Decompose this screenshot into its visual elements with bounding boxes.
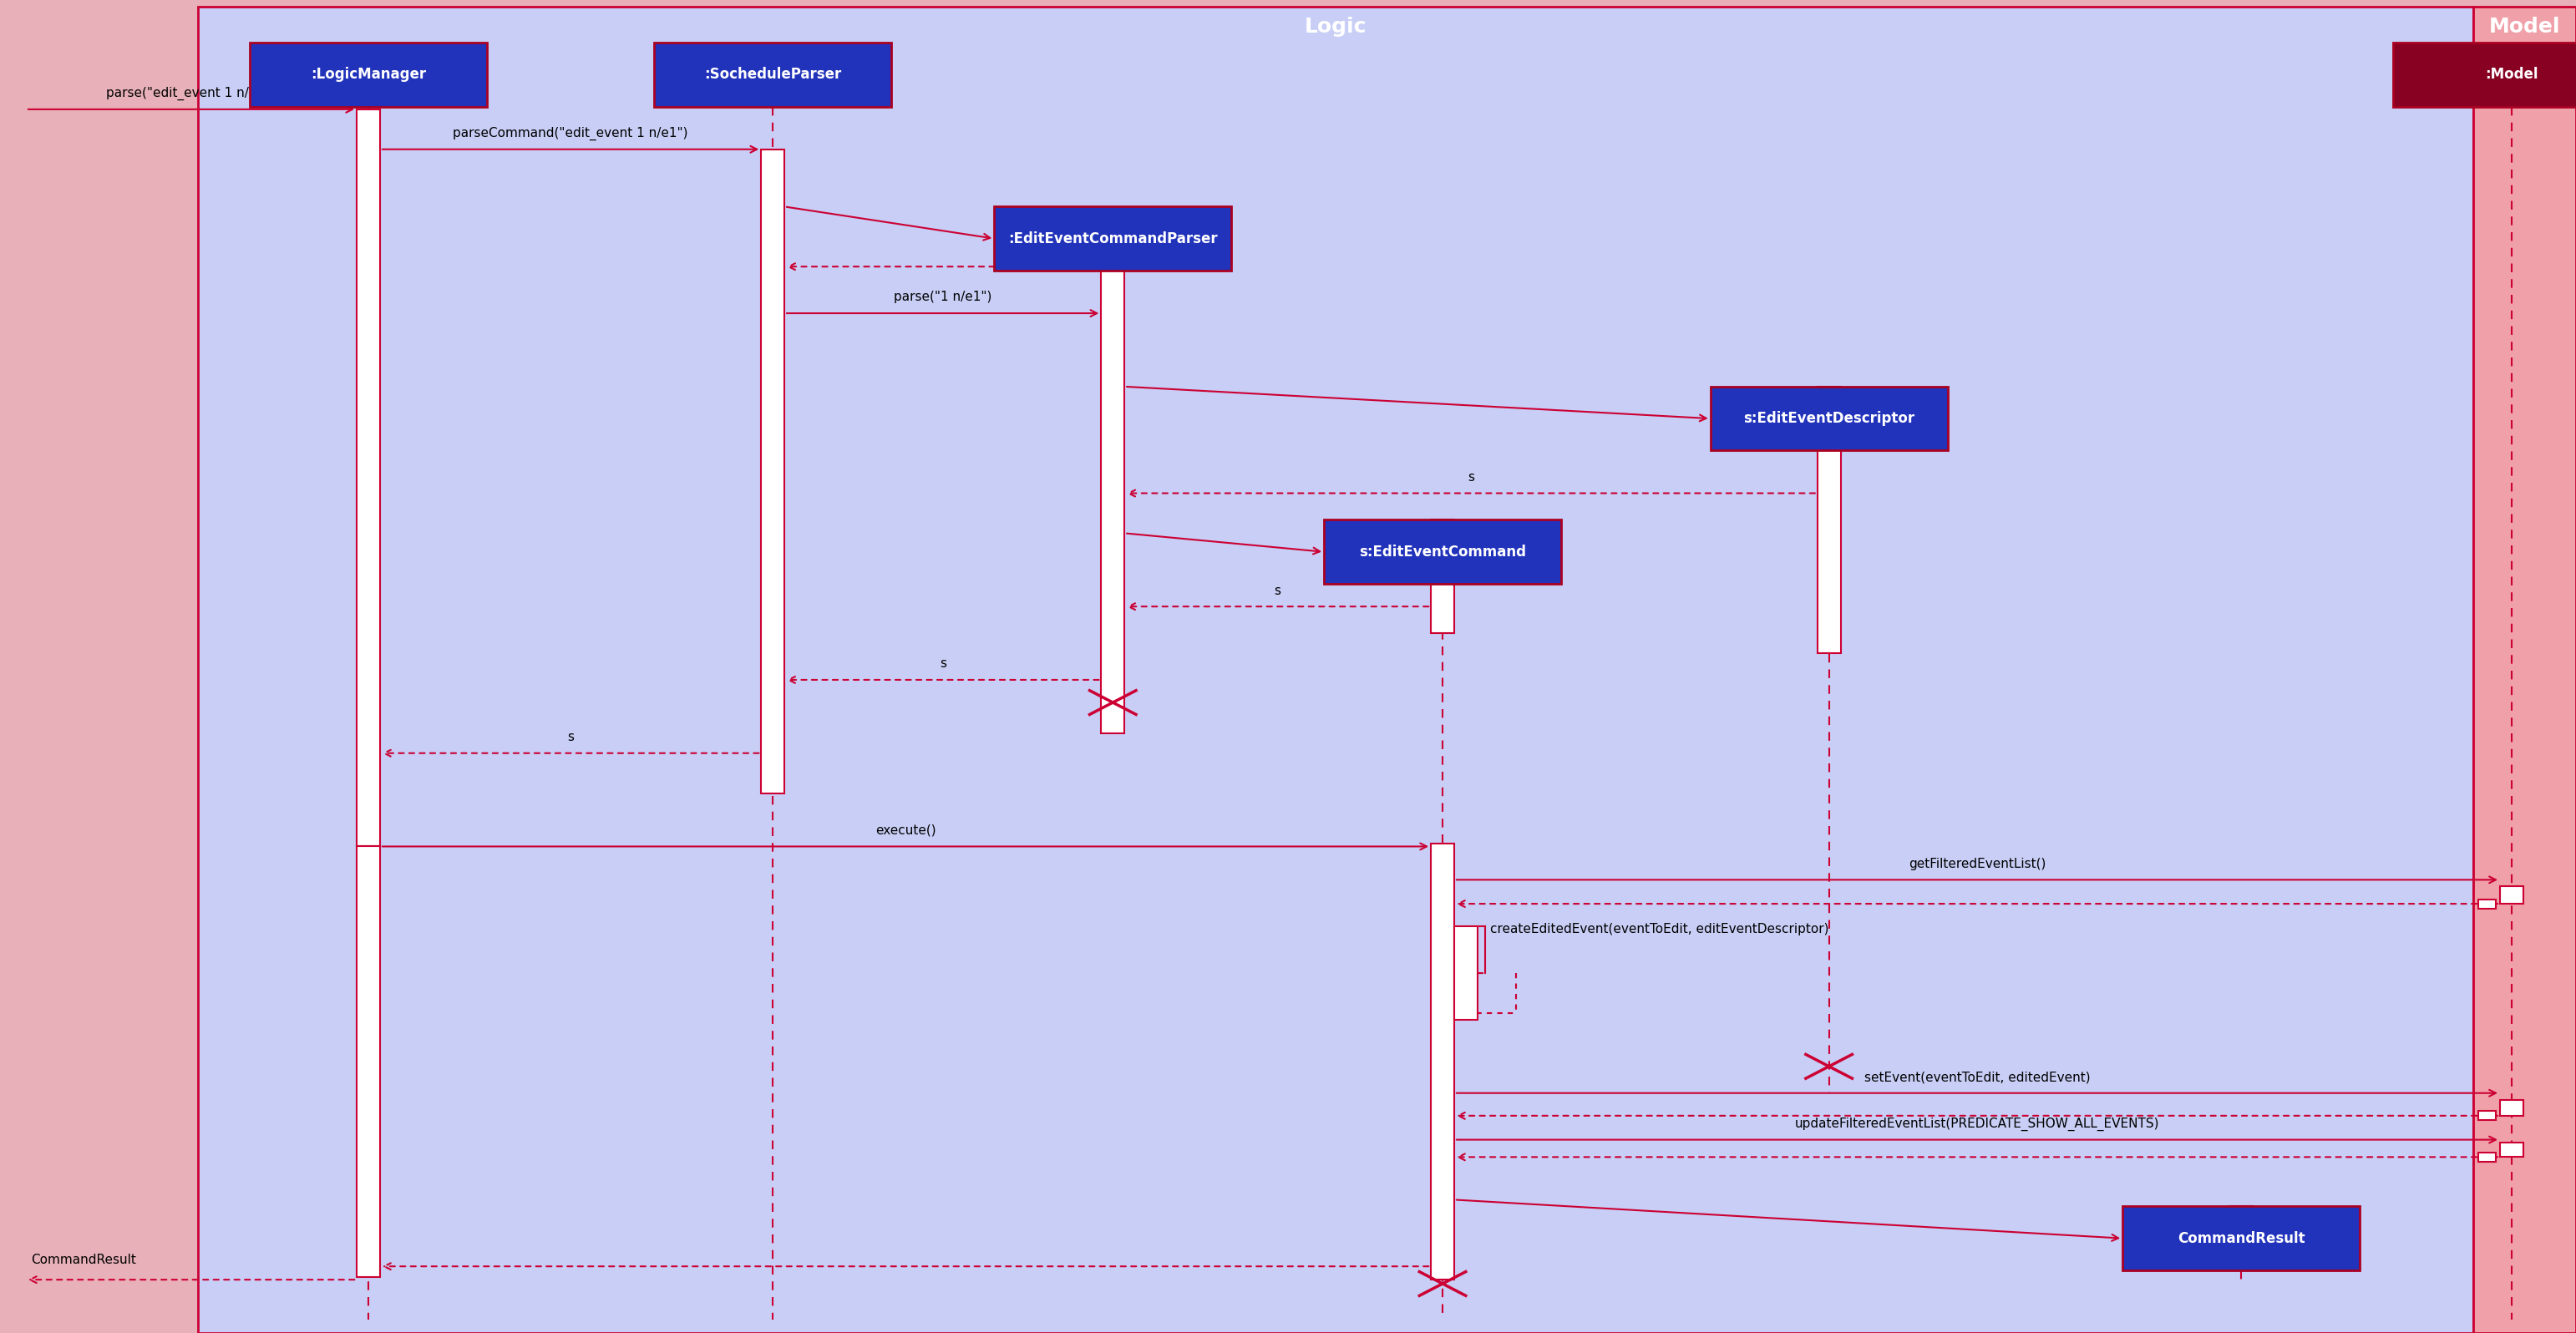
Text: updateFilteredEventList(PREDICATE_SHOW_ALL_EVENTS): updateFilteredEventList(PREDICATE_SHOW_A…	[1795, 1117, 2159, 1130]
Text: Model: Model	[2488, 16, 2561, 37]
Bar	[198, 7, 2473, 1333]
Text: parseCommand("edit_event 1 n/e1"): parseCommand("edit_event 1 n/e1")	[453, 127, 688, 140]
Text: Logic: Logic	[1303, 16, 1368, 37]
Bar	[1710, 387, 1947, 451]
Text: :SocheduleParser: :SocheduleParser	[703, 67, 842, 83]
Bar	[355, 109, 381, 846]
Text: CommandResult: CommandResult	[2177, 1230, 2306, 1246]
Text: parse("1 n/e1"): parse("1 n/e1")	[894, 291, 992, 304]
Text: setEvent(eventToEdit, editedEvent): setEvent(eventToEdit, editedEvent)	[1865, 1070, 2089, 1084]
Bar	[2499, 1100, 2522, 1116]
Text: execute(): execute()	[876, 824, 935, 837]
Bar	[654, 43, 891, 107]
Bar	[994, 207, 1231, 271]
Text: CommandResult: CommandResult	[31, 1253, 137, 1266]
Text: parse("edit_event 1 n/e1"): parse("edit_event 1 n/e1")	[106, 87, 276, 100]
Bar	[2231, 1206, 2251, 1246]
Bar	[1819, 387, 1839, 653]
Bar	[1432, 520, 1455, 633]
Text: s:EditEventDescriptor: s:EditEventDescriptor	[1744, 411, 1914, 427]
Bar	[2478, 1152, 2496, 1161]
Bar	[1432, 844, 1455, 1280]
Bar	[2473, 7, 2576, 1333]
Text: s: s	[1275, 584, 1280, 597]
Text: :LogicManager: :LogicManager	[312, 67, 425, 83]
Bar	[2499, 1142, 2522, 1157]
Bar	[250, 43, 487, 107]
Bar	[2393, 43, 2576, 107]
Bar	[1103, 220, 1126, 733]
Text: createEditedEvent(eventToEdit, editEventDescriptor): createEditedEvent(eventToEdit, editEvent…	[1489, 922, 1829, 936]
Text: s: s	[940, 657, 945, 670]
Bar	[1455, 926, 1479, 1020]
Bar	[1324, 520, 1561, 584]
Bar	[2499, 886, 2522, 904]
Text: s:EditEventCommand: s:EditEventCommand	[1360, 544, 1525, 560]
Text: getFilteredEventList(): getFilteredEventList()	[1909, 857, 2045, 870]
Bar	[2478, 900, 2496, 909]
Text: s: s	[567, 730, 574, 744]
Bar	[2123, 1206, 2360, 1270]
Bar	[355, 846, 381, 1277]
Text: :Model: :Model	[2486, 67, 2537, 83]
Text: s: s	[1468, 471, 1473, 484]
Bar	[2478, 1112, 2496, 1120]
Text: :EditEventCommandParser: :EditEventCommandParser	[1007, 231, 1218, 247]
Bar	[762, 149, 783, 793]
